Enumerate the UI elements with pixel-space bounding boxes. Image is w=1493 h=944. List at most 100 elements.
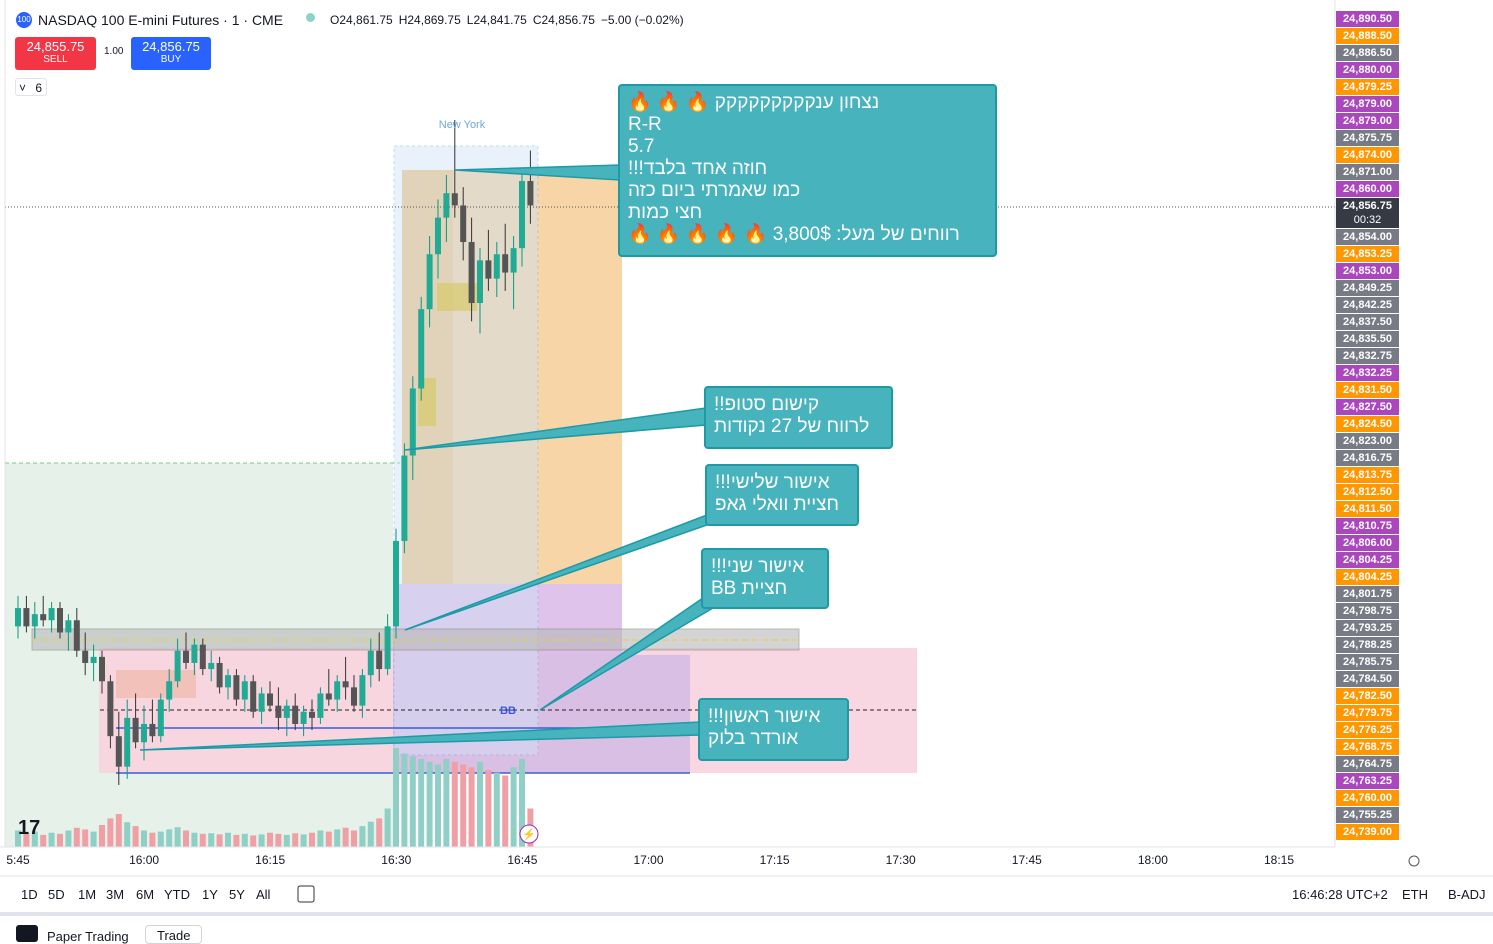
- price-label: 24,879.00: [1336, 113, 1399, 129]
- candle-body: [451, 193, 458, 206]
- volume-bar: [174, 827, 181, 847]
- callout: אישור שלישי!!! חציית וואלי גאפ: [705, 464, 859, 526]
- candle-body: [468, 242, 475, 304]
- candle-body: [208, 662, 215, 670]
- volume-bar: [73, 827, 80, 847]
- price-label: 24,801.75: [1336, 586, 1399, 602]
- ohlc: O24,861.75 H24,869.75 L24,841.75 C24,856.75…: [330, 13, 684, 27]
- indicators-toggle[interactable]: ˅ 6: [15, 78, 47, 96]
- range-button[interactable]: 5D: [48, 887, 65, 902]
- candle-body: [275, 705, 282, 718]
- quantity[interactable]: 1.00: [104, 46, 124, 57]
- volume-bar: [40, 834, 47, 847]
- range-button[interactable]: 1Y: [202, 887, 218, 902]
- volume-bar: [510, 767, 517, 847]
- candle-body: [82, 650, 89, 663]
- time-label: 18:15: [1263, 853, 1295, 867]
- range-button[interactable]: All: [256, 887, 271, 902]
- target-zone-dark: [402, 170, 453, 584]
- adjust-toggle[interactable]: B-ADJ: [1448, 887, 1486, 902]
- candle-body: [241, 681, 248, 700]
- buy-button[interactable]: 24,856.75 BUY: [131, 37, 211, 70]
- candle-body: [351, 687, 357, 706]
- callout: קישום סטופ!! לרווח של 27 נקודות: [704, 386, 893, 449]
- range-button[interactable]: YTD: [164, 887, 190, 902]
- candle-body: [90, 656, 97, 663]
- callout: אישור ראשון!!! אורדר בלוק: [698, 698, 849, 761]
- paper-tab[interactable]: Paper Trading: [47, 929, 129, 944]
- range-button[interactable]: 6M: [136, 887, 155, 902]
- clock: 16:46:28 UTC+2: [1292, 887, 1388, 902]
- candle-body: [225, 675, 231, 688]
- time-label: 16:30: [381, 853, 412, 867]
- candle-body: [418, 309, 425, 389]
- volume-bar: [309, 832, 315, 847]
- candle-body: [216, 662, 223, 688]
- candle-body: [325, 693, 332, 700]
- range-button[interactable]: 5Y: [229, 887, 245, 902]
- time-label: 16:00: [129, 853, 160, 867]
- session-toggle[interactable]: ETH: [1402, 887, 1428, 902]
- price-label: 24,854.00: [1336, 229, 1399, 245]
- volume-bar: [241, 833, 248, 847]
- time-label: 17:45: [1011, 853, 1042, 867]
- price-label: 24,827.50: [1336, 399, 1399, 415]
- trade-tab[interactable]: Trade: [145, 925, 203, 944]
- range-button[interactable]: 3M: [106, 887, 125, 902]
- date-range-icon[interactable]: [297, 885, 315, 903]
- volume-bar: [283, 834, 290, 847]
- callout-pointers: [139, 164, 715, 751]
- candle-body: [65, 620, 72, 633]
- range-button[interactable]: 1D: [21, 887, 38, 902]
- candle-body: [376, 650, 383, 670]
- candle-body: [267, 693, 273, 706]
- callout-line: 5.7: [628, 136, 655, 157]
- range-button[interactable]: 1M: [78, 887, 97, 902]
- bar-timer: 00:32: [1353, 214, 1382, 226]
- price-label: 24,810.75: [1336, 518, 1399, 534]
- price-label: 24,831.50: [1336, 382, 1399, 398]
- price-label: 24,760.00: [1336, 790, 1399, 806]
- candle-body: [367, 650, 374, 676]
- price-label: 24,886.50: [1336, 45, 1399, 61]
- candle-body: [443, 193, 450, 218]
- tv-icon: [16, 925, 38, 942]
- callout: נצחון ענקקקקקקקקק 🔥 🔥 🔥 R-R 5.7 חוזה אחד בל…: [618, 84, 997, 257]
- volume-bar: [300, 834, 307, 847]
- volume-bar: [384, 808, 391, 847]
- time-label: 16:45: [507, 853, 538, 867]
- price-label: 24,875.75: [1336, 130, 1399, 146]
- symbol-title[interactable]: NASDAQ 100 E-mini Futures · 1 · CME: [38, 12, 284, 28]
- callout: אישור שני!!! חציית BB: [701, 548, 829, 609]
- callout-line: לרווח של 27 נקודות: [714, 416, 870, 437]
- price-label: 24,804.25: [1336, 552, 1399, 568]
- volume-bar: [519, 759, 525, 847]
- price-label: 24,739.00: [1336, 824, 1399, 840]
- volume-bar: [325, 831, 332, 847]
- callout-line: אורדר בלוק: [708, 728, 799, 749]
- volume-bar: [393, 748, 399, 847]
- candle-body: [107, 681, 114, 737]
- alert-icon[interactable]: [519, 824, 539, 844]
- volume-bar: [317, 830, 324, 847]
- price-label: 24,871.00: [1336, 164, 1399, 180]
- candle-body: [401, 455, 408, 541]
- settings-icon[interactable]: [1408, 855, 1420, 867]
- callout-line: חצי כמות: [628, 202, 703, 223]
- volume-bar: [65, 830, 72, 847]
- candle-body: [250, 681, 257, 712]
- price-label: 24,811.50: [1336, 501, 1399, 517]
- price-label: 24,776.25: [1336, 722, 1399, 738]
- candle-body: [157, 699, 164, 737]
- candle-body: [283, 705, 290, 718]
- session-label: New York: [439, 119, 486, 131]
- volume-bar: [435, 764, 441, 847]
- sell-price: 24,855.75: [26, 39, 85, 54]
- price-label: 24,768.75: [1336, 739, 1399, 755]
- price-label: 24,824.50: [1336, 416, 1399, 432]
- candle-body: [493, 254, 500, 279]
- volume-bar: [367, 821, 374, 847]
- sell-button[interactable]: 24,855.75 SELL: [15, 37, 96, 70]
- candle-body: [317, 693, 324, 718]
- volume-bar: [183, 830, 189, 847]
